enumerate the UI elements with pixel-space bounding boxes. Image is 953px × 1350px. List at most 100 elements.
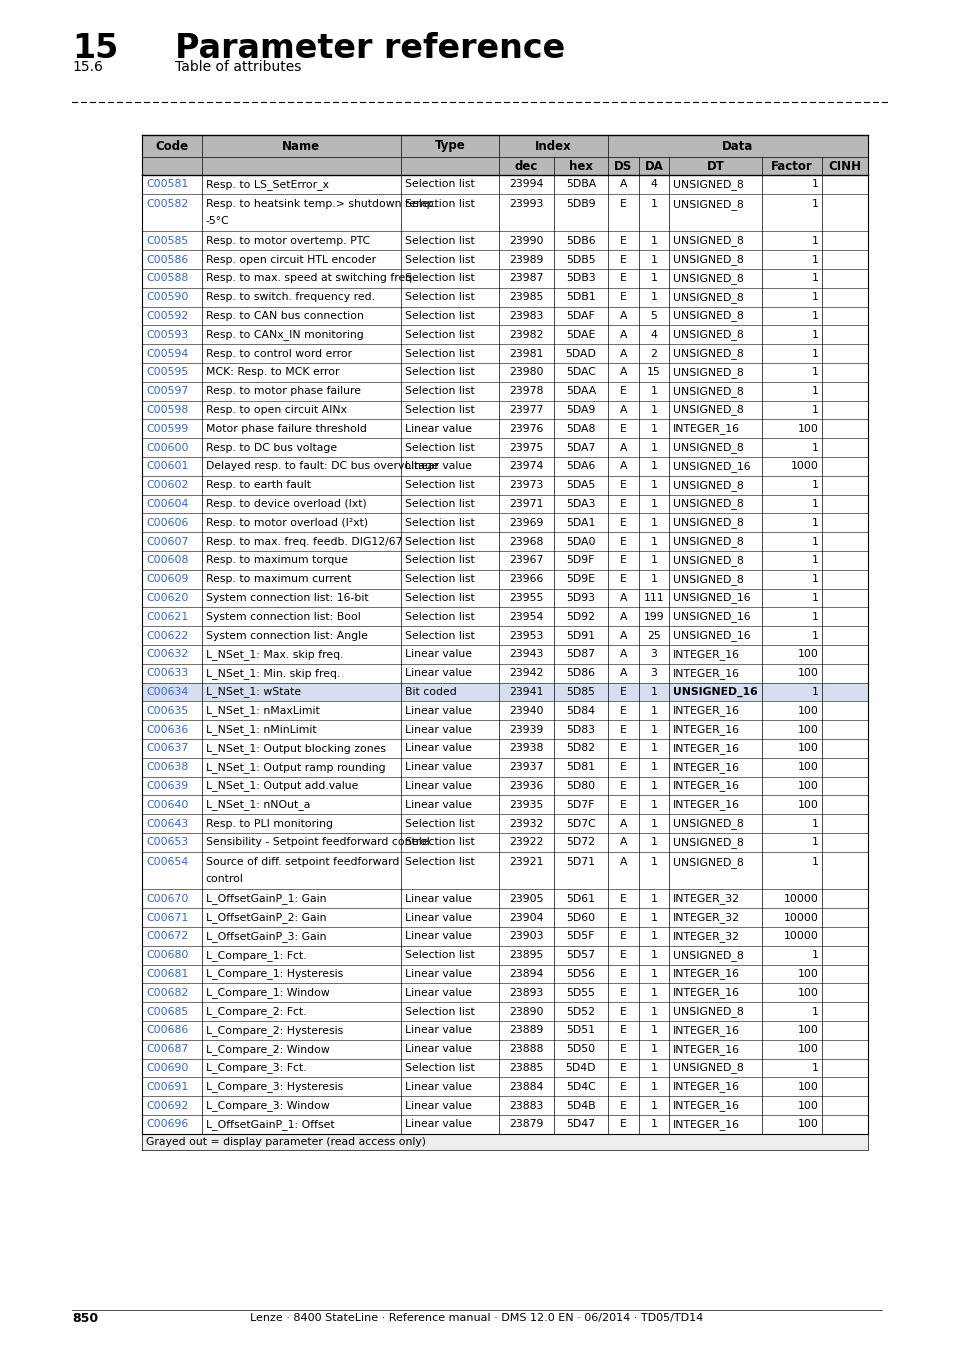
Text: Selection list: Selection list [405, 518, 475, 528]
Text: 23895: 23895 [509, 950, 543, 960]
Text: 5D93: 5D93 [566, 593, 595, 603]
Text: C00680: C00680 [146, 950, 188, 960]
Text: 5D82: 5D82 [566, 744, 595, 753]
Text: Resp. to open circuit AINx: Resp. to open circuit AINx [205, 405, 346, 414]
Text: Delayed resp. to fault: DC bus overvoltage: Delayed resp. to fault: DC bus overvolta… [205, 462, 437, 471]
Text: 1: 1 [811, 200, 818, 209]
Text: 4: 4 [650, 180, 657, 189]
Text: 1: 1 [811, 555, 818, 566]
Text: Selection list: Selection list [405, 367, 475, 378]
Text: C00590: C00590 [146, 292, 188, 302]
Text: 1: 1 [650, 200, 657, 209]
Text: Selection list: Selection list [405, 818, 475, 829]
Text: E: E [619, 1100, 626, 1111]
Text: 100: 100 [797, 969, 818, 979]
Text: INTEGER_16: INTEGER_16 [673, 724, 740, 734]
Text: Linear value: Linear value [405, 931, 472, 941]
Text: A: A [618, 329, 626, 340]
Text: 23980: 23980 [509, 367, 543, 378]
Text: L_OffsetGainP_3: Gain: L_OffsetGainP_3: Gain [205, 931, 326, 942]
Text: 23889: 23889 [509, 1026, 543, 1035]
Text: UNSIGNED_8: UNSIGNED_8 [673, 574, 743, 585]
Text: C00585: C00585 [146, 236, 188, 246]
Text: C00681: C00681 [146, 969, 188, 979]
Text: E: E [619, 931, 626, 941]
Text: 2: 2 [650, 348, 657, 359]
Text: C00595: C00595 [146, 367, 188, 378]
Text: 1: 1 [650, 988, 657, 998]
Text: 1: 1 [811, 536, 818, 547]
Text: INTEGER_16: INTEGER_16 [673, 780, 740, 791]
Text: 5D85: 5D85 [566, 687, 595, 697]
Text: 5D51: 5D51 [566, 1026, 595, 1035]
Text: 1: 1 [811, 367, 818, 378]
Text: Selection list: Selection list [405, 593, 475, 603]
Text: hex: hex [568, 159, 592, 173]
Text: C00582: C00582 [146, 200, 188, 209]
Text: 1: 1 [811, 593, 818, 603]
Text: L_NSet_1: Min. skip freq.: L_NSet_1: Min. skip freq. [205, 668, 339, 679]
Text: Selection list: Selection list [405, 857, 475, 867]
Text: 1: 1 [650, 443, 657, 452]
Text: Resp. to motor overload (I²xt): Resp. to motor overload (I²xt) [205, 518, 367, 528]
Text: UNSIGNED_8: UNSIGNED_8 [673, 180, 743, 190]
Text: Selection list: Selection list [405, 443, 475, 452]
Text: L_OffsetGainP_1: Offset: L_OffsetGainP_1: Offset [205, 1119, 334, 1130]
Text: 5D81: 5D81 [566, 763, 595, 772]
Text: UNSIGNED_8: UNSIGNED_8 [673, 273, 743, 284]
Text: 23921: 23921 [509, 857, 543, 867]
Text: C00592: C00592 [146, 310, 188, 321]
Text: Resp. to max. speed at switching freq.: Resp. to max. speed at switching freq. [205, 274, 415, 284]
Text: UNSIGNED_8: UNSIGNED_8 [673, 818, 743, 829]
Text: Source of diff. setpoint feedforward: Source of diff. setpoint feedforward [205, 857, 398, 867]
Text: 23966: 23966 [509, 574, 543, 585]
Text: C00692: C00692 [146, 1100, 188, 1111]
Text: UNSIGNED_8: UNSIGNED_8 [673, 348, 743, 359]
Text: 5DA9: 5DA9 [565, 405, 595, 414]
Text: E: E [619, 1044, 626, 1054]
Text: Lenze · 8400 StateLine · Reference manual · DMS 12.0 EN · 06/2014 · TD05/TD14: Lenze · 8400 StateLine · Reference manua… [250, 1314, 703, 1323]
Text: 10000: 10000 [782, 913, 818, 922]
Text: Linear value: Linear value [405, 744, 472, 753]
Text: 23954: 23954 [509, 612, 543, 622]
Text: A: A [618, 405, 626, 414]
Text: A: A [618, 818, 626, 829]
Text: UNSIGNED_8: UNSIGNED_8 [673, 235, 743, 246]
Text: C00682: C00682 [146, 988, 188, 998]
Text: DT: DT [706, 159, 723, 173]
Text: 23985: 23985 [509, 292, 543, 302]
Text: INTEGER_16: INTEGER_16 [673, 799, 740, 810]
Text: 23974: 23974 [509, 462, 543, 471]
Text: UNSIGNED_8: UNSIGNED_8 [673, 1062, 743, 1073]
Text: 5DA7: 5DA7 [565, 443, 595, 452]
Text: System connection list: Angle: System connection list: Angle [205, 630, 367, 641]
Text: Linear value: Linear value [405, 1044, 472, 1054]
Text: 23983: 23983 [509, 310, 543, 321]
Text: C00606: C00606 [146, 518, 188, 528]
Text: Code: Code [155, 139, 188, 153]
Text: C00637: C00637 [146, 744, 188, 753]
Text: 1: 1 [650, 913, 657, 922]
Text: Linear value: Linear value [405, 462, 472, 471]
Text: E: E [619, 913, 626, 922]
Text: 1: 1 [811, 574, 818, 585]
Text: 5D61: 5D61 [566, 894, 595, 903]
Text: L_Compare_3: Window: L_Compare_3: Window [205, 1100, 329, 1111]
Text: C00621: C00621 [146, 612, 188, 622]
Text: 1: 1 [650, 799, 657, 810]
Text: Selection list: Selection list [405, 310, 475, 321]
Text: Resp. to PLI monitoring: Resp. to PLI monitoring [205, 818, 333, 829]
Text: 3: 3 [650, 649, 657, 659]
Text: 100: 100 [797, 706, 818, 716]
Text: UNSIGNED_16: UNSIGNED_16 [673, 630, 750, 641]
Text: A: A [618, 649, 626, 659]
Text: A: A [618, 443, 626, 452]
Text: UNSIGNED_8: UNSIGNED_8 [673, 555, 743, 566]
Text: 23993: 23993 [509, 200, 543, 209]
Text: 1: 1 [650, 424, 657, 433]
Text: E: E [619, 1062, 626, 1073]
Text: INTEGER_16: INTEGER_16 [673, 743, 740, 753]
Text: 5D4D: 5D4D [565, 1062, 596, 1073]
Text: L_NSet_1: nMinLimit: L_NSet_1: nMinLimit [205, 724, 315, 734]
Text: 1: 1 [811, 255, 818, 265]
